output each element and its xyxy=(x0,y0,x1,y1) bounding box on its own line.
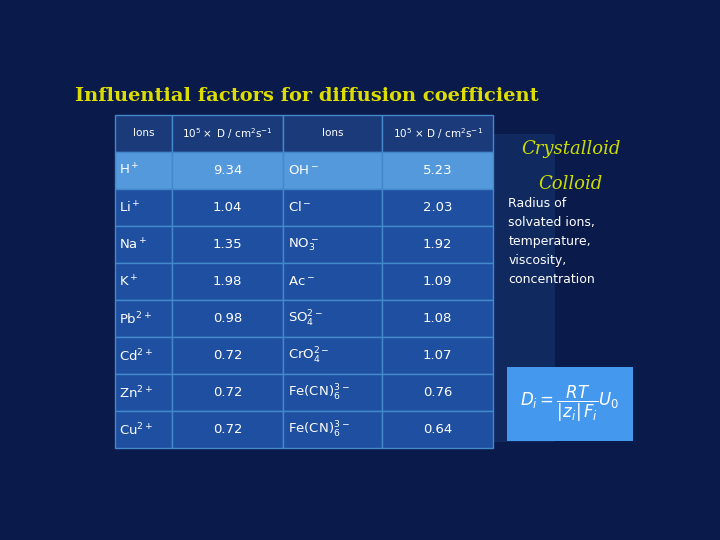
Text: Pb$^{2+}$: Pb$^{2+}$ xyxy=(120,310,153,327)
Text: Influential factors for diffusion coefficient: Influential factors for diffusion coeffi… xyxy=(75,86,539,105)
Bar xyxy=(114,411,172,448)
Text: 2.03: 2.03 xyxy=(423,201,452,214)
Bar xyxy=(129,134,555,442)
Bar xyxy=(382,411,493,448)
Bar xyxy=(382,152,493,189)
Text: OH$^-$: OH$^-$ xyxy=(287,164,319,177)
Bar xyxy=(283,226,382,263)
Text: K$^+$: K$^+$ xyxy=(120,274,139,289)
Bar xyxy=(283,263,382,300)
Text: SO$_4^{2-}$: SO$_4^{2-}$ xyxy=(287,308,323,329)
Text: 1.98: 1.98 xyxy=(213,275,242,288)
Bar xyxy=(283,189,382,226)
Text: 9.34: 9.34 xyxy=(213,164,242,177)
Bar xyxy=(114,226,172,263)
Bar xyxy=(172,115,283,152)
Bar xyxy=(283,337,382,374)
Text: 1.08: 1.08 xyxy=(423,312,452,325)
Bar xyxy=(283,411,382,448)
Bar xyxy=(114,263,172,300)
Text: Ions: Ions xyxy=(322,129,343,138)
Bar xyxy=(382,263,493,300)
Bar xyxy=(382,300,493,337)
Text: Cu$^{2+}$: Cu$^{2+}$ xyxy=(120,421,153,438)
Bar xyxy=(172,374,283,411)
Bar xyxy=(382,337,493,374)
Text: 1.09: 1.09 xyxy=(423,275,452,288)
Text: Zn$^{2+}$: Zn$^{2+}$ xyxy=(120,384,153,401)
Bar xyxy=(172,189,283,226)
Text: 0.72: 0.72 xyxy=(212,386,242,399)
Text: 1.35: 1.35 xyxy=(212,238,243,251)
Text: 5.23: 5.23 xyxy=(423,164,452,177)
Text: NO$_3^-$: NO$_3^-$ xyxy=(287,237,318,253)
Bar xyxy=(507,367,632,441)
Bar xyxy=(283,300,382,337)
Text: Colloid: Colloid xyxy=(539,175,603,193)
Bar xyxy=(172,337,283,374)
Text: Radius of
solvated ions,
temperature,
viscosity,
concentration: Radius of solvated ions, temperature, vi… xyxy=(508,198,595,286)
Text: 0.72: 0.72 xyxy=(212,423,242,436)
Bar xyxy=(114,115,172,152)
Text: Li$^+$: Li$^+$ xyxy=(120,200,141,215)
Bar xyxy=(114,337,172,374)
Bar xyxy=(382,374,493,411)
Text: 1.07: 1.07 xyxy=(423,349,452,362)
Text: Fe(CN)$_6^{3-}$: Fe(CN)$_6^{3-}$ xyxy=(287,383,349,403)
Text: 10$^5$ $\times$ D / cm$^2$s$^{-1}$: 10$^5$ $\times$ D / cm$^2$s$^{-1}$ xyxy=(392,126,482,141)
Bar xyxy=(382,115,493,152)
Text: 0.72: 0.72 xyxy=(212,349,242,362)
Text: Cd$^{2+}$: Cd$^{2+}$ xyxy=(120,347,153,364)
Bar xyxy=(382,226,493,263)
Bar xyxy=(114,189,172,226)
Bar xyxy=(283,152,382,189)
Text: 1.04: 1.04 xyxy=(213,201,242,214)
Text: Fe(CN)$_6^{3-}$: Fe(CN)$_6^{3-}$ xyxy=(287,420,349,440)
Bar xyxy=(114,374,172,411)
Bar xyxy=(283,115,382,152)
Text: 0.98: 0.98 xyxy=(213,312,242,325)
Text: Ions: Ions xyxy=(132,129,154,138)
Text: Cl$^-$: Cl$^-$ xyxy=(287,200,311,214)
Text: 0.76: 0.76 xyxy=(423,386,452,399)
Bar xyxy=(114,300,172,337)
Text: 1.92: 1.92 xyxy=(423,238,452,251)
Text: Crystalloid: Crystalloid xyxy=(521,140,620,159)
Bar xyxy=(172,226,283,263)
Text: H$^+$: H$^+$ xyxy=(120,163,140,178)
Text: CrO$_4^{2-}$: CrO$_4^{2-}$ xyxy=(287,346,329,366)
Bar xyxy=(172,411,283,448)
Text: $D_i = \dfrac{RT}{|z_i|\,F_i}U_0$: $D_i = \dfrac{RT}{|z_i|\,F_i}U_0$ xyxy=(520,384,619,424)
Text: Na$^+$: Na$^+$ xyxy=(120,237,148,252)
Text: 0.64: 0.64 xyxy=(423,423,452,436)
Bar xyxy=(172,263,283,300)
Bar xyxy=(172,152,283,189)
Bar xyxy=(172,300,283,337)
Bar xyxy=(114,152,172,189)
Bar xyxy=(382,189,493,226)
Bar xyxy=(283,374,382,411)
Text: 10$^5\times$ D / cm$^2$s$^{-1}$: 10$^5\times$ D / cm$^2$s$^{-1}$ xyxy=(182,126,273,141)
Text: Ac$^-$: Ac$^-$ xyxy=(287,275,315,288)
